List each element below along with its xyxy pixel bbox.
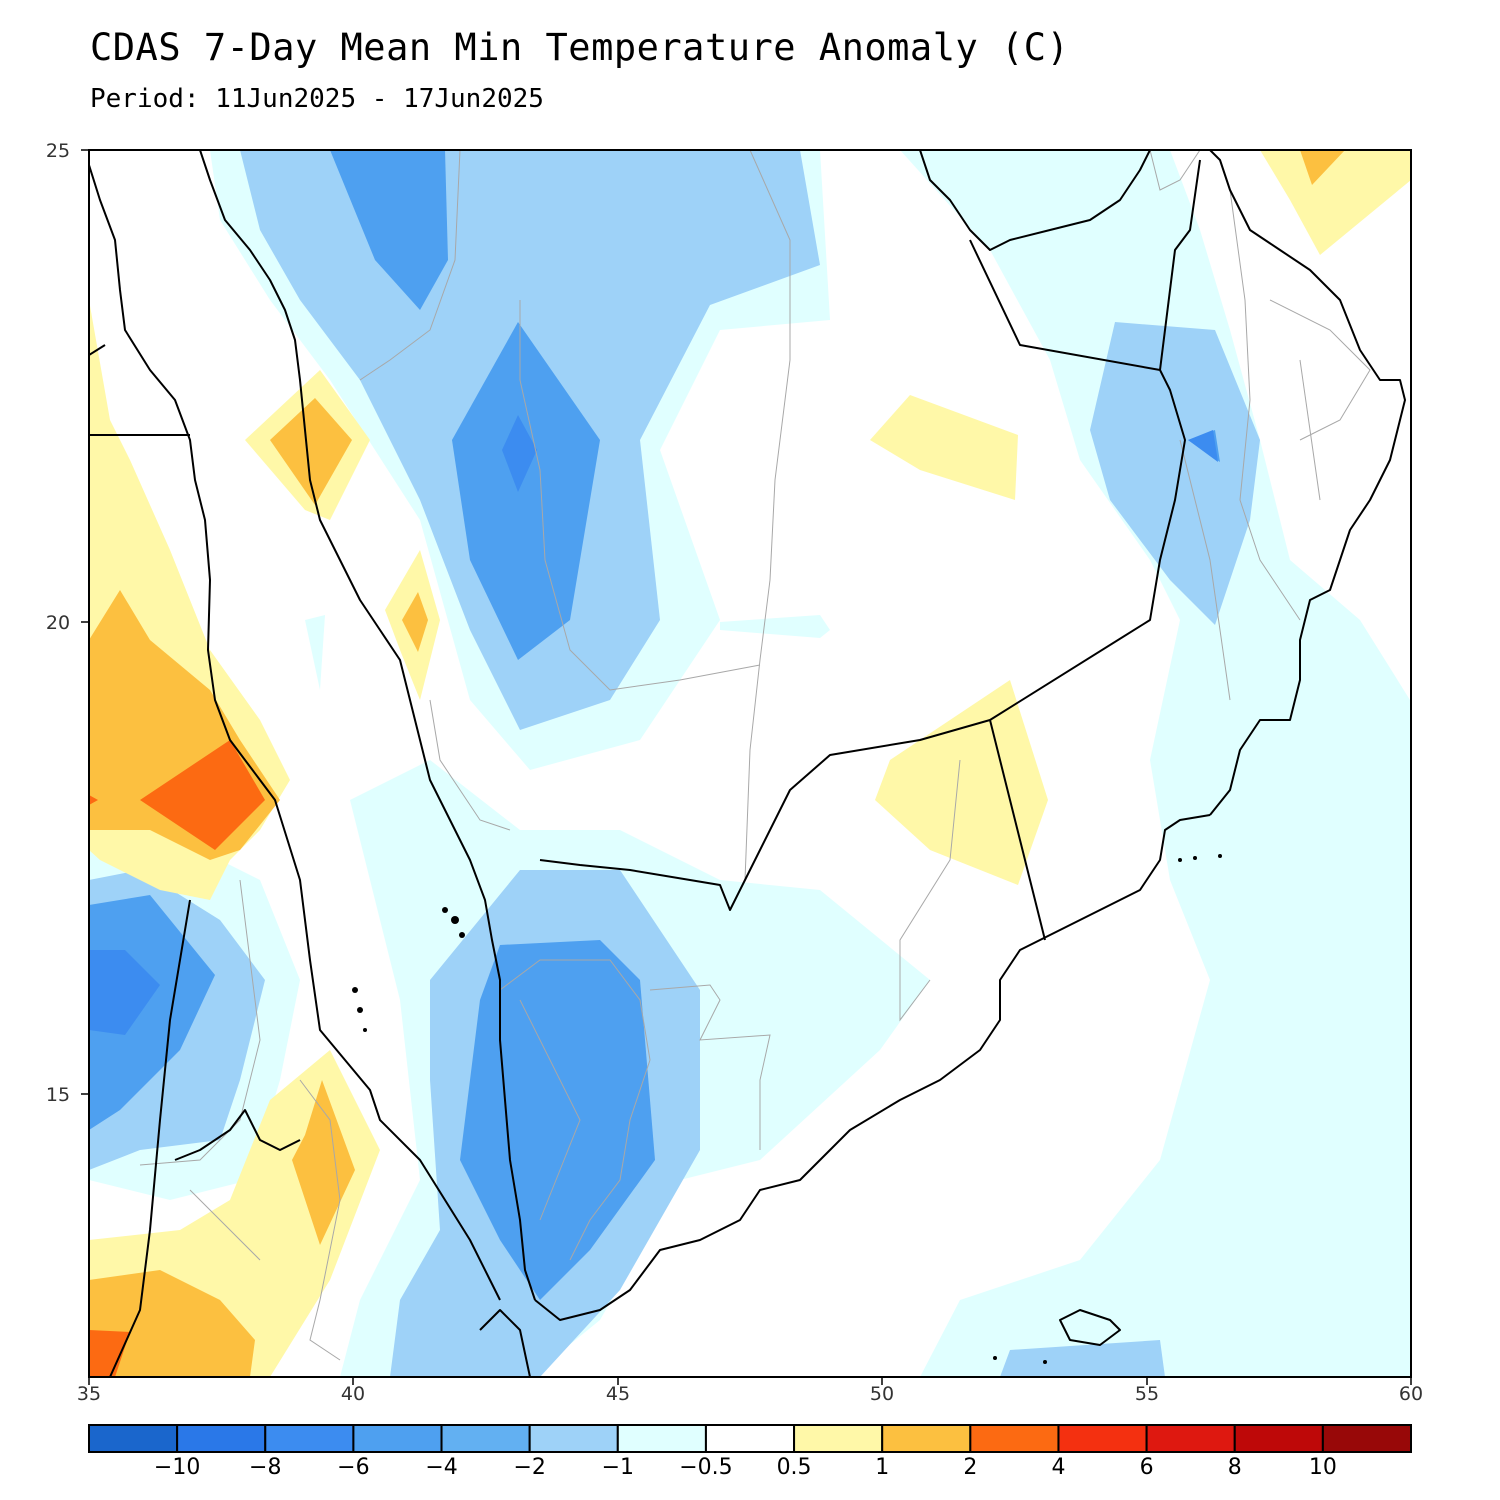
coastlines	[89, 150, 1406, 1377]
x-tick-label: 45	[606, 1383, 630, 1405]
y-axis	[81, 149, 89, 1095]
map-title: CDAS 7-Day Mean Min Temperature Anomaly …	[90, 26, 1070, 69]
colorbar-label: 1	[875, 1455, 889, 1480]
colorbar-label: 4	[1051, 1455, 1065, 1480]
map-frame	[88, 149, 1412, 1378]
x-tick-label: 35	[77, 1383, 101, 1405]
colorbar-swatch	[881, 1424, 972, 1453]
anomaly-minus-2	[89, 150, 1220, 1300]
colorbar-label: 6	[1140, 1455, 1154, 1480]
colorbar-swatch	[616, 1424, 707, 1453]
colorbar-label: 0.5	[777, 1455, 812, 1480]
colorbar-label: 8	[1228, 1455, 1242, 1480]
y-tick-label: 15	[46, 1084, 70, 1106]
anomaly-fields	[89, 150, 1411, 1377]
x-tick-label: 60	[1399, 1383, 1423, 1405]
colorbar-label: 10	[1309, 1455, 1337, 1480]
colorbar-swatch	[88, 1424, 179, 1453]
colorbar-swatch	[1233, 1424, 1324, 1453]
admin-borders	[139, 150, 1371, 1361]
anomaly-plus-2	[89, 740, 265, 1377]
y-tick-label: 20	[46, 612, 70, 634]
colorbar-swatch	[440, 1424, 531, 1453]
colorbar-swatch	[528, 1424, 619, 1453]
colorbar-swatch	[176, 1424, 267, 1453]
colorbar-label: −10	[154, 1455, 200, 1480]
colorbar-label: 2	[963, 1455, 977, 1480]
colorbar-label: −0.5	[679, 1455, 732, 1480]
anomaly-minus-4	[89, 415, 1218, 1035]
colorbar-swatch	[264, 1424, 355, 1453]
colorbar-swatch	[793, 1424, 884, 1453]
y-tick-label: 25	[46, 140, 70, 162]
colorbar: −10 −8 −6 −4 −2 −1 −0.5 0.5 1 2 4 6 8 10	[88, 1424, 1413, 1480]
colorbar-label: −6	[337, 1455, 369, 1480]
colorbar-swatch	[969, 1424, 1060, 1453]
x-axis	[88, 1377, 1412, 1385]
colorbar-swatch	[352, 1424, 443, 1453]
colorbar-label: −2	[513, 1455, 545, 1480]
map-period: Period: 11Jun2025 - 17Jun2025	[90, 84, 544, 114]
x-tick-label: 40	[341, 1383, 365, 1405]
islands	[352, 854, 1222, 1364]
x-tick-label: 55	[1135, 1383, 1159, 1405]
colorbar-label: −1	[602, 1455, 634, 1480]
x-tick-label: 50	[870, 1383, 894, 1405]
colorbar-swatch	[1057, 1424, 1148, 1453]
colorbar-label: −4	[425, 1455, 457, 1480]
colorbar-swatch	[1145, 1424, 1236, 1453]
colorbar-swatch	[1321, 1424, 1413, 1453]
colorbar-label: −8	[249, 1455, 281, 1480]
colorbar-swatch	[704, 1424, 796, 1453]
